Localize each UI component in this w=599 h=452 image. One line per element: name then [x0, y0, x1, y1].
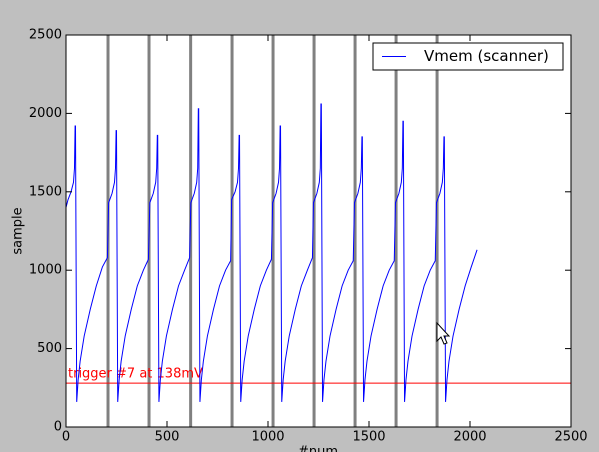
- mouse-cursor: [436, 321, 451, 345]
- x-tick-label: 1000: [251, 430, 284, 445]
- x-tick-label: 2500: [554, 430, 587, 445]
- y-tick-label: 1500: [29, 184, 62, 199]
- marks: trigger #7 at 138mV: [65, 35, 571, 427]
- x-tick-label: 1500: [352, 430, 385, 445]
- legend-label: Vmem (scanner): [424, 47, 549, 65]
- y-tick-label: 0: [54, 420, 62, 435]
- overlay: 0 500 1000 1500 2000 2500 0 500 1000 1500 2000 2500…: [29, 28, 588, 445]
- y-tick-label: 500: [37, 341, 62, 356]
- y-axis-label: sample: [11, 207, 26, 254]
- x-tick-label: 0: [62, 430, 70, 445]
- y-tick-label: 1000: [29, 263, 62, 278]
- y-tick-label: 2000: [29, 106, 62, 121]
- x-tick-label: 2000: [453, 430, 486, 445]
- plot-frame: [65, 34, 572, 428]
- annotation: trigger #7 at 138mV: [68, 367, 203, 382]
- y-tick-label: 2500: [29, 28, 62, 43]
- x-tick-label: 500: [155, 430, 180, 445]
- x-axis-label: #num: [298, 445, 338, 452]
- line-series: [65, 103, 478, 402]
